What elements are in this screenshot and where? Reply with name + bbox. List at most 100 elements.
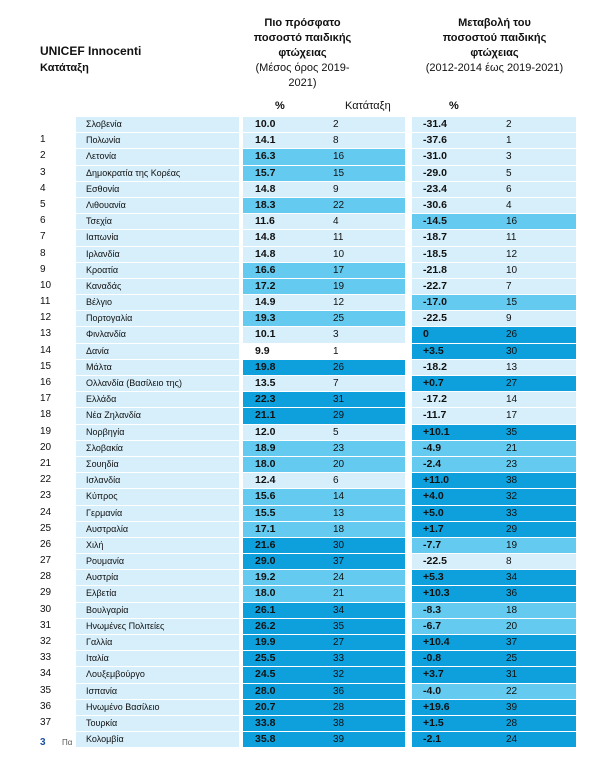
change-rank-cell: 1 <box>494 133 576 149</box>
country-cell: Ηνωμένο Βασίλειο <box>76 699 239 715</box>
country-cell: Σουηδία <box>76 456 239 473</box>
change-cell: -0.8 <box>412 651 494 667</box>
percent-header-2: % <box>449 100 459 112</box>
latest-rank-cell: 23 <box>323 440 405 456</box>
country-cell: Λετονία <box>76 149 239 165</box>
latest-rank-cell: 38 <box>323 715 405 732</box>
change-cell: -37.6 <box>412 133 494 149</box>
table-row: 29 Ελβετία 18.0 21 +10.3 36 <box>0 586 598 602</box>
change-rank-cell: 33 <box>494 505 576 521</box>
change-cell: +11.0 <box>412 473 494 489</box>
change-rank-cell: 34 <box>494 570 576 586</box>
latest-rate-cell: 20.7 <box>243 699 323 715</box>
change-rank-cell: 3 <box>494 149 576 165</box>
rank-cell: 11 <box>40 296 51 308</box>
col2-line1: Μεταβολή του <box>458 17 531 29</box>
change-cell: -31.4 <box>412 117 494 133</box>
percent-header-1: % <box>275 100 285 112</box>
change-cell: -2.1 <box>412 732 494 748</box>
rank-cell: 21 <box>40 457 52 469</box>
latest-rate-cell: 17.2 <box>243 278 323 295</box>
table-row: 25 Αυστραλία 17.1 18 +1.7 29 <box>0 521 598 538</box>
latest-rate-cell: 18.9 <box>243 440 323 456</box>
latest-rank-cell: 4 <box>323 214 405 230</box>
latest-rank-cell: 2 <box>323 117 405 133</box>
table-row: 5 Λιθουανία 18.3 22 -30.6 4 <box>0 197 598 214</box>
latest-rank-cell: 27 <box>323 635 405 651</box>
change-cell: -7.7 <box>412 537 494 554</box>
change-rank-cell: 9 <box>494 311 576 327</box>
table-row: 31 Ηνωμένες Πολιτείες 26.2 35 -6.7 20 <box>0 618 598 635</box>
rank-cell: 33 <box>40 652 52 664</box>
change-rank-cell: 12 <box>494 246 576 262</box>
col2-line4: (2012-2014 έως 2019-2021) <box>425 62 564 74</box>
country-cell: Σλοβακία <box>76 440 239 456</box>
country-cell: Ελβετία <box>76 586 239 602</box>
col1-line4: (Μέσος όρος 2019- <box>255 62 350 74</box>
change-rank-cell: 11 <box>494 230 576 246</box>
latest-rank-cell: 21 <box>323 586 405 602</box>
latest-rate-cell: 15.7 <box>243 165 323 181</box>
latest-rate-cell: 14.8 <box>243 246 323 262</box>
country-cell: Ιρλανδία <box>76 246 239 262</box>
table-row: 35 Ισπανία 28.0 36 -4.0 22 <box>0 683 598 700</box>
latest-rank-cell: 39 <box>323 732 405 748</box>
country-cell: Χιλή <box>76 537 239 554</box>
latest-rank-cell: 32 <box>323 667 405 683</box>
change-rank-cell: 16 <box>494 214 576 230</box>
latest-rate-cell: 18.0 <box>243 586 323 602</box>
country-cell: Κροατία <box>76 262 239 278</box>
change-cell: +19.6 <box>412 699 494 715</box>
change-cell: 0 <box>412 327 494 343</box>
table-row: Κολομβία 35.8 39 -2.1 24 <box>0 732 598 748</box>
latest-rank-cell: 5 <box>323 424 405 440</box>
change-rank-cell: 23 <box>494 456 576 473</box>
change-cell: -2.4 <box>412 456 494 473</box>
latest-rank-cell: 13 <box>323 505 405 521</box>
latest-rate-cell: 17.1 <box>243 521 323 537</box>
table-row: 16 Ολλανδία (Βασίλειο της) 13.5 7 +0.7 27 <box>0 376 598 392</box>
table-row: 30 Βουλγαρία 26.1 34 -8.3 18 <box>0 602 598 619</box>
latest-rate-cell: 29.0 <box>243 554 323 570</box>
change-rank-cell: 10 <box>494 262 576 278</box>
rank-cell: 28 <box>40 571 52 583</box>
change-rank-cell: 6 <box>494 181 576 197</box>
change-cell: -30.6 <box>412 197 494 214</box>
table-row: 18 Νέα Ζηλανδία 21.1 29 -11.7 17 <box>0 408 598 424</box>
country-cell: Φινλανδία <box>76 327 239 343</box>
change-rank-cell: 13 <box>494 359 576 375</box>
rank-cell: 31 <box>40 619 52 631</box>
rank-cell: 7 <box>40 231 46 243</box>
change-rank-cell: 15 <box>494 295 576 311</box>
latest-rate-cell: 33.8 <box>243 715 323 732</box>
latest-rate-cell: 22.3 <box>243 392 323 408</box>
change-cell: -23.4 <box>412 181 494 197</box>
latest-rate-cell: 21.1 <box>243 408 323 424</box>
table-row: 23 Κύπρος 15.6 14 +4.0 32 <box>0 489 598 505</box>
table-row: 26 Χιλή 21.6 30 -7.7 19 <box>0 537 598 554</box>
change-cell: -14.5 <box>412 214 494 230</box>
change-rank-cell: 22 <box>494 683 576 699</box>
latest-rank-cell: 29 <box>323 408 405 424</box>
latest-rank-cell: 16 <box>323 149 405 165</box>
change-rank-cell: 36 <box>494 586 576 602</box>
change-cell: +3.5 <box>412 343 494 359</box>
latest-rate-cell: 9.9 <box>243 343 323 359</box>
country-cell: Γαλλία <box>76 635 239 651</box>
change-cell: -21.8 <box>412 262 494 278</box>
country-cell: Πορτογαλία <box>76 311 239 327</box>
change-rank-cell: 5 <box>494 165 576 181</box>
latest-rate-cell: 12.4 <box>243 473 323 489</box>
change-rank-cell: 37 <box>494 635 576 651</box>
latest-rank-cell: 7 <box>323 376 405 392</box>
change-rank-cell: 28 <box>494 715 576 732</box>
latest-rate-cell: 13.5 <box>243 376 323 392</box>
change-rank-cell: 7 <box>494 278 576 295</box>
country-cell: Αυστραλία <box>76 521 239 537</box>
latest-rate-cell: 11.6 <box>243 214 323 230</box>
rank-cell: 34 <box>40 668 52 680</box>
change-rank-cell: 21 <box>494 440 576 456</box>
col2-line3: φτώχειας <box>470 47 519 59</box>
latest-rank-cell: 3 <box>323 327 405 343</box>
latest-rate-cell: 14.8 <box>243 181 323 197</box>
